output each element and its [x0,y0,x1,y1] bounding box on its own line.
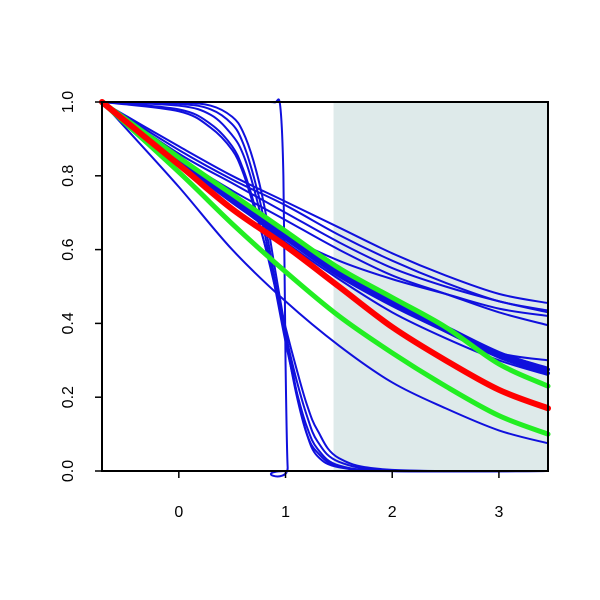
series-line-10 [101,101,549,312]
x-tick-label: 1 [281,504,290,521]
y-tick-label: 0.4 [60,312,77,334]
series-line-6 [101,101,549,473]
x-axis: 0 1 2 3 [174,470,503,521]
series-line-17 [101,101,549,445]
y-tick-label: 1.0 [60,91,77,113]
x-tick-label: 2 [388,504,397,521]
series-layer [99,98,551,478]
series-line-11 [101,101,549,305]
series-line-20 [99,99,551,412]
y-tick-label: 0.2 [60,386,77,408]
y-axis: 0.0 0.2 0.4 0.6 0.8 1.0 [60,91,103,482]
series-line-18 [99,99,551,389]
y-tick-label: 0.8 [60,165,77,187]
x-tick-label: 3 [494,504,503,521]
series-line-19 [99,99,551,437]
x-tick-label: 0 [174,504,183,521]
y-tick-label: 0.0 [60,460,77,482]
y-tick-label: 0.6 [60,238,77,260]
